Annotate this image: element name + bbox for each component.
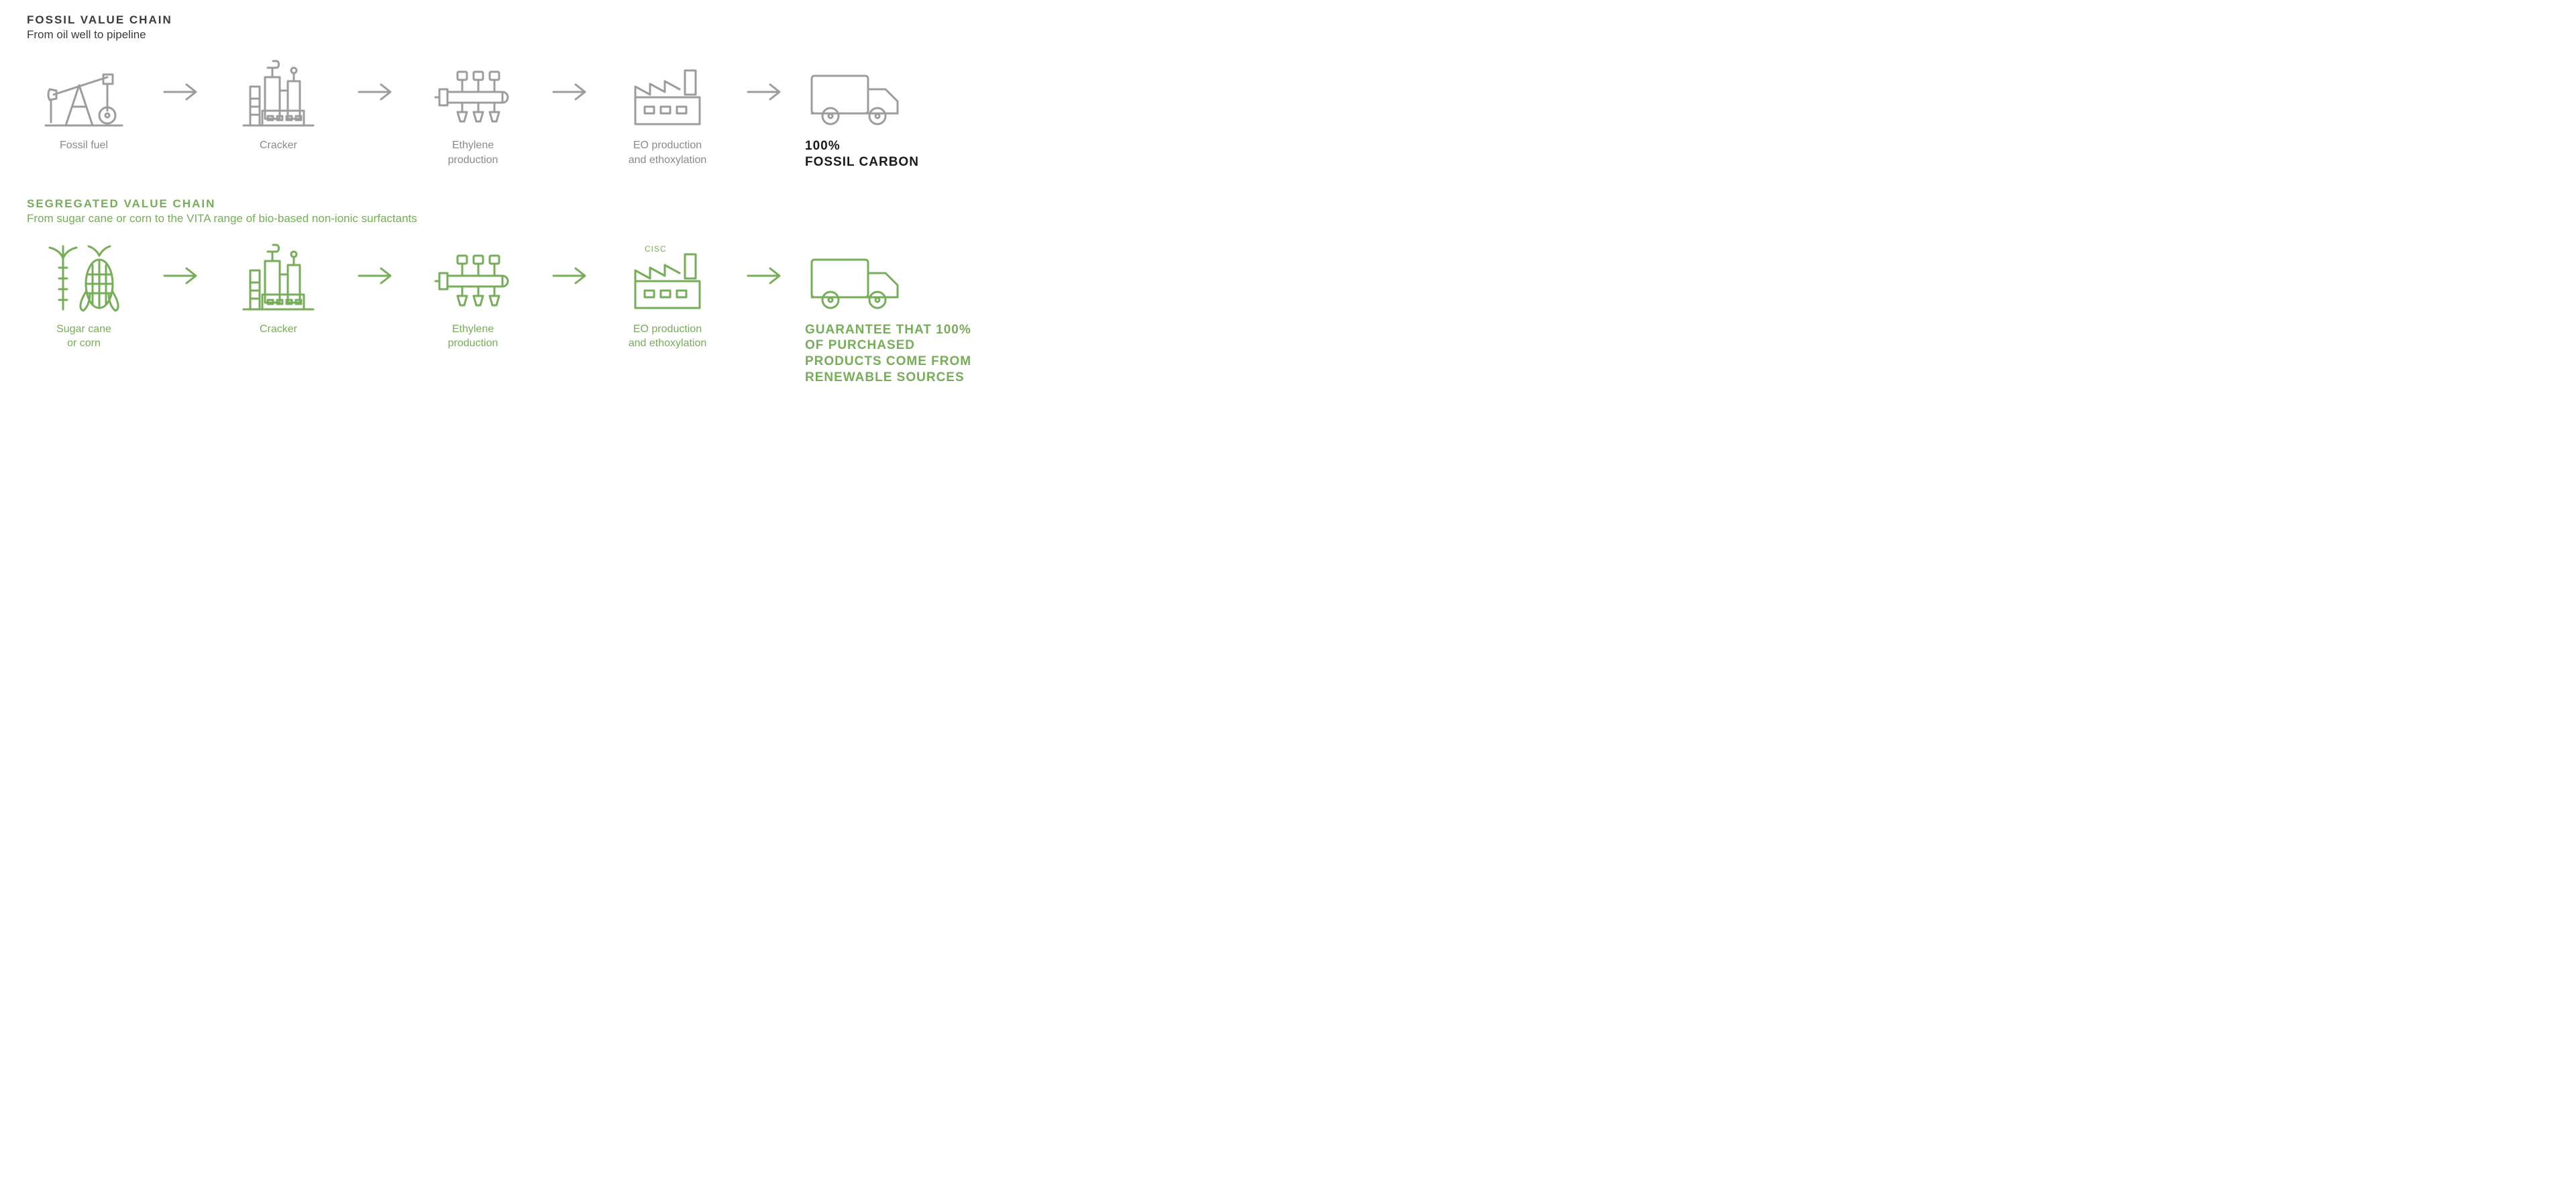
step-eo-production: EO productionand ethoxylation	[610, 55, 724, 167]
factory-cisc-icon: CISC	[627, 239, 708, 313]
arrow-icon	[335, 239, 416, 313]
step-fossil-fuel: Fossil fuel	[27, 55, 141, 153]
segregated-chain-subtitle: From sugar cane or corn to the VITA rang…	[27, 212, 1004, 225]
step-label: Ethyleneproduction	[448, 138, 498, 167]
cisc-badge: CISC	[645, 244, 667, 254]
plants-icon	[40, 239, 127, 313]
segregated-value-chain: SEGREGATED VALUE CHAIN From sugar cane o…	[27, 197, 1004, 386]
segregated-chain-row: Sugar caneor corn	[27, 239, 1004, 386]
truck-icon	[805, 239, 906, 313]
segregated-chain-title: SEGREGATED VALUE CHAIN	[27, 197, 1004, 211]
ethylene-icon	[433, 239, 513, 313]
step-label: EO productionand ethoxylation	[629, 138, 707, 167]
fossil-value-chain: FOSSIL VALUE CHAIN From oil well to pipe…	[27, 13, 1004, 170]
arrow-icon	[724, 239, 805, 313]
cracker-icon	[238, 55, 319, 129]
factory-icon	[627, 55, 708, 129]
step-eo-production-green: CISC EO productionand ethoxylation	[610, 239, 724, 351]
step-label: Sugar caneor corn	[56, 322, 111, 351]
arrow-icon	[530, 55, 610, 129]
fossil-chain-row: Fossil fuel	[27, 55, 1004, 170]
fossil-chain-title: FOSSIL VALUE CHAIN	[27, 13, 1004, 27]
step-fossil-final: 100%FOSSIL CARBON	[805, 55, 986, 170]
fossil-chain-subtitle: From oil well to pipeline	[27, 28, 1004, 42]
final-label: GUARANTEE THAT 100% OF PURCHASED PRODUCT…	[805, 322, 986, 386]
arrow-icon	[724, 55, 805, 129]
step-label: Cracker	[260, 138, 297, 153]
step-segregated-final: GUARANTEE THAT 100% OF PURCHASED PRODUCT…	[805, 239, 986, 386]
truck-icon	[805, 55, 906, 129]
step-cracker: Cracker	[221, 55, 335, 153]
arrow-icon	[141, 55, 221, 129]
step-label: Ethyleneproduction	[448, 322, 498, 351]
step-label: Cracker	[260, 322, 297, 337]
step-ethylene: Ethyleneproduction	[416, 55, 530, 167]
ethylene-icon	[433, 55, 513, 129]
step-label: Fossil fuel	[60, 138, 108, 153]
arrow-icon	[530, 239, 610, 313]
cracker-icon	[238, 239, 319, 313]
step-sugar-corn: Sugar caneor corn	[27, 239, 141, 351]
final-label: 100%FOSSIL CARBON	[805, 138, 919, 170]
pumpjack-icon	[40, 55, 127, 129]
step-ethylene-green: Ethyleneproduction	[416, 239, 530, 351]
step-label: EO productionand ethoxylation	[629, 322, 707, 351]
arrow-icon	[141, 239, 221, 313]
step-cracker-green: Cracker	[221, 239, 335, 337]
arrow-icon	[335, 55, 416, 129]
